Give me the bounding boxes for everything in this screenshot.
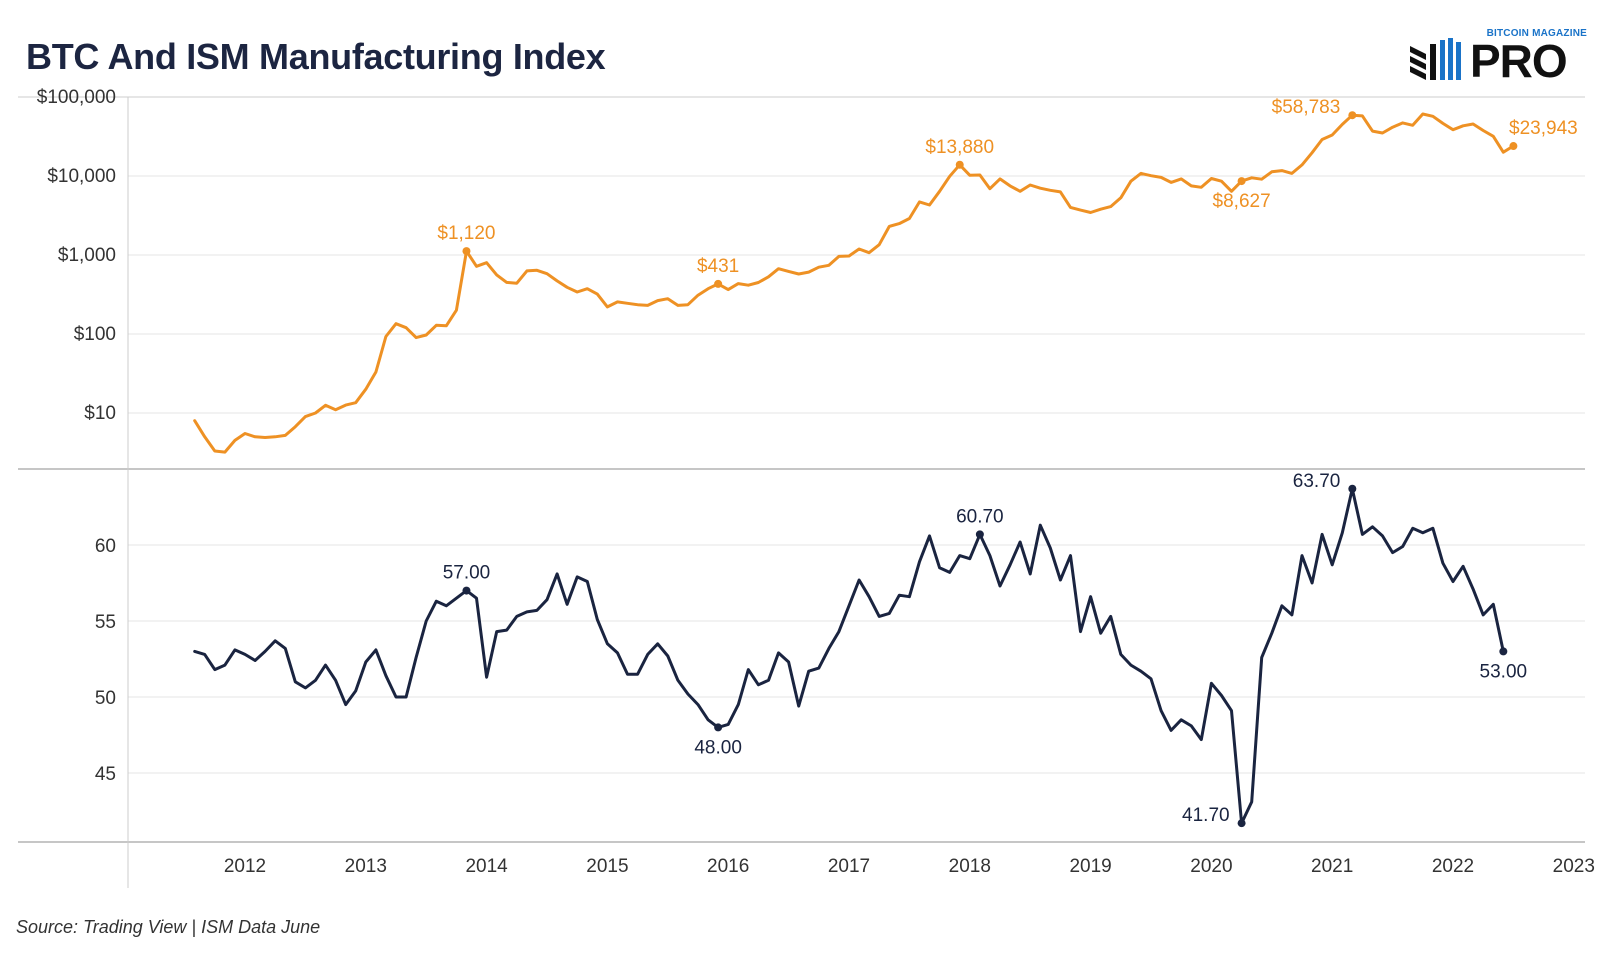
btc-point-marker: [714, 279, 723, 288]
x-tick-label: 2018: [949, 856, 991, 877]
btc-y-tick-label: $1,000: [58, 245, 116, 266]
axis-ticks: $10 $100 $1,000 $10,000 $100,000 45 50 55 60 2012…: [37, 87, 1595, 877]
x-tick-label: 2016: [707, 856, 749, 877]
brand-logo: BITCOIN MAGAZINE PRO: [1410, 28, 1595, 88]
ism-data-label: 48.00: [694, 737, 742, 758]
btc-data-label: $8,627: [1213, 191, 1271, 212]
logo-bars-icon: [1410, 38, 1461, 80]
gridlines: [128, 96, 1585, 774]
btc-point-marker: [1237, 177, 1246, 186]
ism-data-label: 57.00: [443, 563, 491, 584]
btc-point-marker: [1509, 142, 1518, 151]
annotations: $1,120 $431 $13,880 $8,627 $58,783 $23,943 57.…: [437, 97, 1578, 828]
x-tick-label: 2019: [1069, 856, 1111, 877]
ism-y-tick-label: 55: [95, 612, 116, 633]
ism-data-label: 60.70: [956, 506, 1004, 527]
ism-point-marker: [1499, 647, 1508, 656]
ism-data-label: 41.70: [1182, 805, 1230, 826]
ism-index-line: [193, 487, 1505, 825]
x-tick-label: 2020: [1190, 856, 1232, 877]
btc-data-label: $13,880: [925, 137, 994, 158]
ism-y-tick-label: 50: [95, 688, 116, 709]
x-tick-label: 2023: [1553, 856, 1595, 877]
ism-point-marker: [1348, 484, 1357, 493]
btc-data-label: $1,120: [437, 223, 495, 244]
series-lines: [193, 112, 1515, 825]
ism-data-label: 53.00: [1480, 661, 1528, 682]
btc-y-tick-label: $10: [84, 403, 116, 424]
chart-frame: [18, 96, 1585, 888]
ism-data-label: 63.70: [1293, 471, 1341, 492]
logo-main-text: PRO: [1470, 35, 1568, 87]
ism-point-marker: [462, 586, 471, 595]
x-tick-label: 2013: [345, 856, 387, 877]
logo-top-text: BITCOIN MAGAZINE: [1486, 28, 1587, 39]
btc-data-label: $431: [697, 256, 739, 277]
x-tick-label: 2015: [586, 856, 628, 877]
btc-data-label: $58,783: [1272, 97, 1341, 118]
x-tick-label: 2017: [828, 856, 870, 877]
btc-point-marker: [1348, 111, 1357, 120]
btc-data-label: $23,943: [1509, 118, 1578, 139]
ism-point-marker: [1237, 819, 1246, 828]
btc-price-line: [193, 112, 1515, 454]
ism-point-marker: [714, 723, 723, 732]
x-tick-label: 2022: [1432, 856, 1474, 877]
btc-y-tick-label: $10,000: [47, 166, 116, 187]
ism-point-marker: [975, 530, 984, 539]
x-tick-label: 2021: [1311, 856, 1353, 877]
btc-point-marker: [955, 160, 964, 169]
chart-title: BTC And ISM Manufacturing Index: [26, 36, 606, 77]
x-tick-label: 2012: [224, 856, 266, 877]
btc-y-tick-label: $100: [74, 324, 116, 345]
ism-y-tick-label: 60: [95, 536, 116, 557]
btc-y-tick-label: $100,000: [37, 87, 116, 108]
btc-point-marker: [462, 247, 471, 256]
x-tick-label: 2014: [465, 856, 508, 877]
ism-y-tick-label: 45: [95, 764, 116, 785]
source-note: Source: Trading View | ISM Data June: [16, 917, 321, 937]
